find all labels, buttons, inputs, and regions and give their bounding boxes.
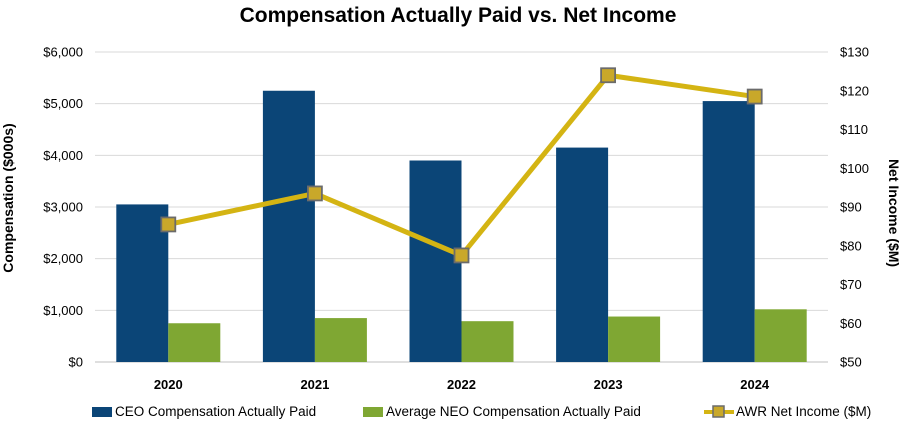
bar-ceo-2020 <box>116 204 169 362</box>
y-tick-label: $2,000 <box>43 251 83 266</box>
net-income-line <box>160 67 763 264</box>
y2-tick-label: $130 <box>840 45 869 60</box>
bar-neo-2023 <box>608 316 661 362</box>
point-awr-2021 <box>306 185 323 202</box>
bar-neo-2021 <box>314 318 367 362</box>
legend-swatch-neo <box>363 407 383 417</box>
x-tick-label: 2024 <box>740 377 770 392</box>
y-tick-label: $6,000 <box>43 45 83 60</box>
y2-axis-title: Net Income ($M) <box>886 159 900 267</box>
y2-tick-label: $90 <box>840 200 862 215</box>
bar-neo-2022 <box>461 321 514 362</box>
y2-tick-label: $70 <box>840 277 862 292</box>
bar-ceo-2024 <box>702 101 755 362</box>
y2-tick-label: $80 <box>840 238 862 253</box>
y2-tick-label: $100 <box>840 161 869 176</box>
y-tick-label: $4,000 <box>43 148 83 163</box>
point-awr-2020 <box>160 216 177 233</box>
legend-label-ceo: CEO Compensation Actually Paid <box>115 404 316 419</box>
bar-ceo-2022 <box>409 160 462 362</box>
point-awr-2024 <box>746 88 763 105</box>
legend-swatch-ceo <box>92 407 112 417</box>
y2-tick-label: $60 <box>840 316 862 331</box>
point-awr-2023 <box>600 67 616 84</box>
legend-marker-awr <box>712 405 725 418</box>
y2-tick-label: $50 <box>840 355 862 370</box>
bars <box>116 90 807 362</box>
y2-tick-label: $110 <box>840 122 868 137</box>
y-tick-label: $1,000 <box>43 303 83 318</box>
left-axis: $0 $1,000 $2,000 $3,000 $4,000 $5,000 $6,000 <box>43 45 83 370</box>
y2-tick-label: $120 <box>840 83 869 98</box>
bar-neo-2024 <box>754 309 807 362</box>
y-axis-title: Compensation ($000s) <box>0 123 16 272</box>
y-tick-label: $5,000 <box>43 96 83 111</box>
x-tick-label: 2022 <box>447 377 476 392</box>
bar-ceo-2021 <box>262 90 315 362</box>
bar-ceo-2023 <box>556 147 609 362</box>
x-tick-label: 2020 <box>154 377 183 392</box>
point-awr-2022 <box>453 247 470 264</box>
right-axis: $50 $60 $70 $80 $90 $100 $110 $120 $130 <box>840 45 869 370</box>
legend-label-neo: Average NEO Compensation Actually Paid <box>386 404 641 419</box>
y-tick-label: $3,000 <box>43 200 83 215</box>
category-axis: 2020 2021 2022 2023 2024 <box>154 377 770 392</box>
x-tick-label: 2021 <box>300 377 329 392</box>
legend-label-awr: AWR Net Income ($M) <box>736 404 871 419</box>
y-tick-label: $0 <box>69 355 83 370</box>
legend: CEO Compensation Actually Paid Average N… <box>92 404 871 419</box>
chart-title: Compensation Actually Paid vs. Net Incom… <box>240 4 677 27</box>
x-tick-label: 2023 <box>594 377 623 392</box>
bar-neo-2020 <box>168 323 221 362</box>
